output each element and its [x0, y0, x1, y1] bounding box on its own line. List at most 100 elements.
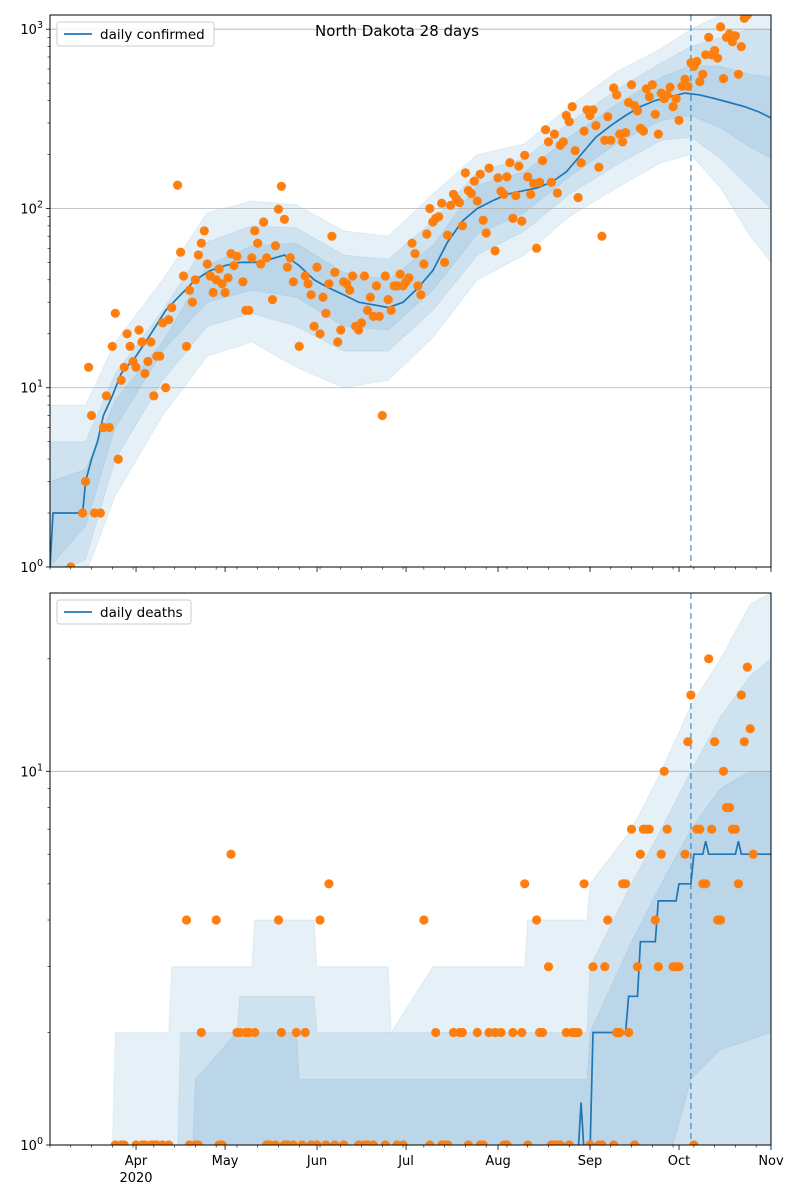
- data-point: [689, 1140, 699, 1145]
- data-point: [653, 129, 663, 139]
- data-point: [683, 737, 693, 747]
- data-point: [493, 173, 503, 183]
- data-point: [505, 158, 515, 168]
- data-point: [226, 849, 236, 859]
- data-point: [716, 22, 726, 32]
- data-point: [647, 80, 657, 90]
- data-point: [606, 135, 616, 145]
- y-tick-label: 102: [20, 199, 43, 217]
- y-tick-label: 101: [20, 379, 43, 397]
- data-point: [665, 82, 675, 92]
- data-point: [555, 1140, 565, 1145]
- data-point: [113, 454, 123, 464]
- uncertainty-band-3: [50, 64, 771, 567]
- data-point: [318, 292, 328, 302]
- data-point: [232, 251, 242, 261]
- data-point: [517, 216, 527, 226]
- data-point: [707, 824, 717, 834]
- data-point: [190, 275, 200, 285]
- data-point: [345, 285, 355, 295]
- data-point: [713, 53, 723, 63]
- data-point: [110, 308, 120, 318]
- data-point: [238, 277, 248, 287]
- x-tick-label: Apr: [125, 1154, 148, 1169]
- data-point: [576, 158, 586, 168]
- data-point: [431, 1027, 441, 1038]
- data-point: [626, 80, 637, 90]
- data-point: [270, 1140, 281, 1145]
- data-point: [155, 351, 165, 361]
- data-point: [609, 83, 619, 93]
- data-point: [425, 203, 435, 214]
- data-point: [704, 654, 714, 664]
- data-point: [532, 915, 542, 925]
- data-point: [66, 562, 76, 567]
- data-point: [140, 368, 150, 379]
- y-tick-label: 103: [20, 20, 43, 38]
- data-point: [659, 766, 669, 776]
- data-point: [137, 337, 147, 347]
- data-point: [469, 176, 479, 186]
- x-tick-label: Nov: [758, 1154, 784, 1169]
- data-point: [116, 375, 126, 385]
- data-point: [229, 261, 239, 271]
- data-point: [434, 212, 444, 222]
- data-point: [692, 56, 702, 67]
- data-point: [710, 737, 720, 747]
- data-point: [244, 305, 254, 315]
- x-tick-label: Jun: [306, 1154, 327, 1169]
- data-point: [535, 177, 545, 187]
- data-point: [134, 325, 144, 335]
- data-point: [511, 191, 521, 201]
- data-point: [149, 391, 159, 401]
- data-point: [603, 915, 613, 925]
- legend-box: [56, 599, 192, 625]
- data-point: [573, 1027, 583, 1038]
- data-point: [632, 962, 643, 972]
- data-point: [315, 329, 325, 339]
- uncertainty-band-1: [111, 593, 771, 1145]
- data-point: [303, 279, 313, 289]
- y-tick-label: 100: [20, 1136, 43, 1154]
- data-point: [537, 156, 548, 166]
- data-point: [695, 77, 705, 87]
- data-point: [282, 262, 292, 272]
- data-point: [407, 238, 417, 248]
- data-point: [460, 168, 470, 178]
- data-point: [362, 305, 373, 315]
- data-point: [656, 849, 666, 859]
- data-point: [695, 824, 705, 834]
- data-point: [419, 915, 429, 925]
- uncertainty-band-1: [50, 15, 771, 567]
- data-point: [259, 217, 269, 227]
- data-point: [742, 15, 752, 20]
- data-point: [466, 189, 476, 199]
- data-point: [324, 279, 334, 289]
- data-point: [217, 279, 227, 289]
- data-point: [733, 879, 744, 889]
- data-point: [653, 962, 663, 972]
- data-point: [178, 271, 189, 281]
- data-point: [395, 269, 405, 279]
- data-point: [540, 125, 551, 135]
- data-point: [443, 1140, 453, 1145]
- data-point: [730, 31, 741, 41]
- data-point: [404, 273, 414, 283]
- data-point: [273, 915, 284, 925]
- data-point: [288, 277, 298, 287]
- data-point: [632, 106, 643, 116]
- data-point: [267, 295, 278, 305]
- data-point: [502, 1140, 512, 1145]
- data-point: [386, 305, 396, 315]
- data-point: [101, 391, 111, 401]
- data-point: [321, 308, 331, 318]
- data-point: [612, 90, 622, 100]
- y-tick-label: 100: [20, 558, 43, 576]
- data-point: [552, 188, 563, 198]
- data-point: [173, 180, 183, 190]
- data-point: [262, 253, 272, 263]
- data-point: [220, 287, 230, 298]
- data-point: [558, 137, 568, 147]
- data-point: [276, 181, 286, 191]
